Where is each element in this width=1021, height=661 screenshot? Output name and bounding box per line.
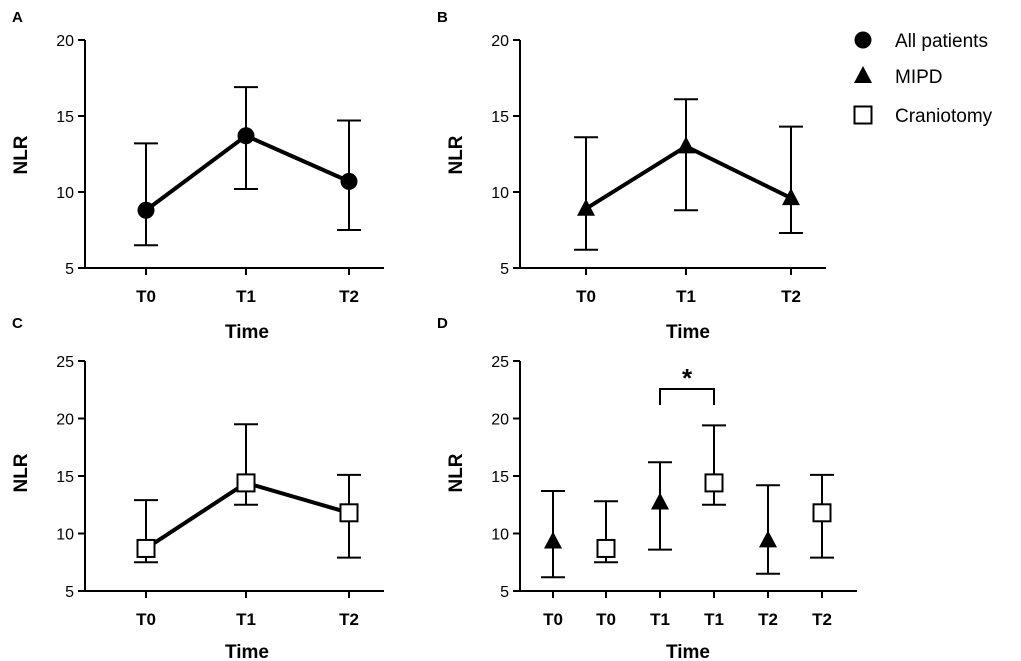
data-point: [236, 473, 256, 493]
x-tick-label: T0: [543, 610, 563, 629]
panel-B: B 5 10 15 20 T0 T1 T2 Time NLR: [437, 9, 826, 343]
x-tick-label: T2: [339, 610, 359, 629]
data-point: [237, 127, 255, 145]
legend-marker-triangle: [854, 66, 872, 83]
data-point: [339, 503, 359, 523]
series-line: [144, 480, 350, 551]
series-line: [144, 133, 350, 212]
y-tick-label: 5: [65, 584, 74, 601]
legend: All patients MIPD Craniotomy: [853, 31, 993, 127]
series-craniotomy: [594, 424, 834, 564]
panel-D: D 5 10 15 20 25 T0 T0 T1 T1 T2 T2 Time NLR *: [437, 315, 857, 661]
panel-label-C: C: [12, 315, 23, 332]
y-tick-label: 15: [56, 469, 74, 486]
series-mipd: [574, 98, 803, 251]
y-tick-label: 5: [500, 261, 509, 278]
data-point: [782, 188, 800, 206]
y-tick-label: 15: [491, 109, 509, 126]
panel-C: C 5 10 15 20 25 T0 T1 T2 Time NLR: [11, 315, 384, 661]
series-craniotomy: [134, 423, 361, 564]
y-tick-label: 5: [65, 261, 74, 278]
y-tick-label: 10: [56, 185, 74, 202]
legend-item-all-patients: All patients: [854, 31, 988, 52]
data-point: [136, 538, 156, 558]
legend-label: MIPD: [895, 67, 943, 88]
x-tick-label: T1: [236, 610, 256, 629]
y-axis-title: NLR: [11, 453, 32, 492]
x-axis-title: Time: [225, 642, 269, 661]
x-tick-label: T2: [781, 287, 801, 306]
data-point: [340, 172, 358, 190]
y-tick-label: 20: [56, 33, 74, 50]
data-point: [596, 538, 616, 558]
x-tick-label: T2: [758, 610, 778, 629]
data-point: [651, 492, 669, 510]
legend-marker-circle: [854, 31, 872, 49]
x-tick-label: T0: [136, 287, 156, 306]
y-tick-label: 20: [491, 33, 509, 50]
y-tick-label: 10: [491, 527, 509, 544]
legend-label: All patients: [895, 31, 988, 52]
panel-A: A 5 10 15 20 T0 T1 T2 Time NLR: [11, 9, 384, 343]
y-tick-label: 25: [491, 354, 509, 371]
panel-label-A: A: [12, 9, 23, 26]
data-point: [704, 473, 724, 493]
y-axis-title: NLR: [446, 135, 467, 174]
data-point: [812, 503, 832, 523]
x-axis-title: Time: [225, 322, 269, 343]
legend-item-mipd: MIPD: [854, 66, 943, 88]
panel-label-B: B: [437, 9, 448, 26]
y-axis-title: NLR: [11, 135, 32, 174]
x-tick-label: T1: [236, 287, 256, 306]
x-tick-label: T2: [339, 287, 359, 306]
data-point: [544, 531, 562, 549]
x-tick-label: T1: [650, 610, 670, 629]
significance-bracket: [659, 388, 715, 405]
x-tick-label: T2: [812, 610, 832, 629]
series-mipd: [541, 461, 780, 579]
y-axis-title: NLR: [446, 453, 467, 492]
series-line: [584, 144, 792, 211]
x-tick-label: T0: [596, 610, 616, 629]
x-tick-label: T0: [576, 287, 596, 306]
y-tick-label: 15: [56, 109, 74, 126]
legend-label: Craniotomy: [895, 106, 993, 127]
panels: A 5 10 15 20 T0 T1 T2 Time NLR B 5 10 15 20 T0 T1 T2 Time N…: [11, 9, 857, 661]
series-all-patients: [134, 86, 361, 247]
x-tick-label: T1: [676, 287, 696, 306]
x-tick-label: T0: [136, 610, 156, 629]
y-tick-label: 20: [56, 412, 74, 429]
x-axis-title: Time: [666, 322, 710, 343]
y-tick-label: 20: [491, 412, 509, 429]
panel-label-D: D: [437, 315, 448, 332]
data-point: [677, 136, 695, 154]
data-point: [137, 201, 155, 219]
y-tick-label: 5: [500, 584, 509, 601]
legend-marker-square: [853, 105, 873, 125]
data-point: [577, 198, 595, 216]
legend-item-craniotomy: Craniotomy: [853, 105, 993, 127]
y-tick-label: 10: [56, 527, 74, 544]
x-tick-label: T1: [704, 610, 724, 629]
x-axis-title: Time: [666, 642, 710, 661]
y-tick-label: 25: [56, 354, 74, 371]
y-tick-label: 10: [491, 185, 509, 202]
significance-star: *: [682, 363, 693, 393]
y-tick-label: 15: [491, 469, 509, 486]
data-point: [759, 530, 777, 548]
